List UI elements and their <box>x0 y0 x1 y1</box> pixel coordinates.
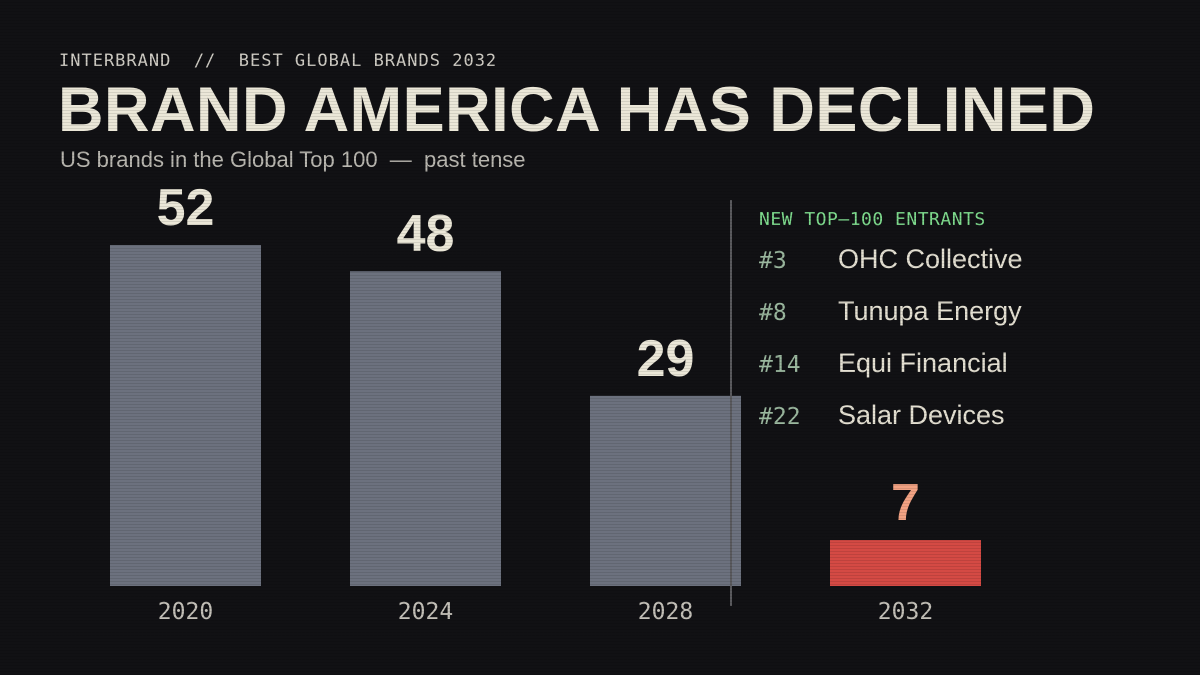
bar-2028 <box>590 395 741 586</box>
entrants-panel: NEW TOP–100 ENTRANTS #3 OHC Collective #… <box>759 209 1023 452</box>
x-tick-label: 2020 <box>158 599 213 625</box>
entrant-rank: #3 <box>759 248 787 274</box>
entrant-row: #22 Salar Devices <box>759 400 1023 452</box>
page-subtitle: US brands in the Global Top 100 — past t… <box>60 147 526 172</box>
page-title: BRAND AMERICA HAS DECLINED <box>58 75 1096 145</box>
entrant-name: Salar Devices <box>838 400 1005 430</box>
kicker: INTERBRAND // BEST GLOBAL BRANDS 2032 <box>59 51 498 71</box>
bar-value-label: 48 <box>397 205 455 263</box>
entrant-rank: #22 <box>759 404 801 430</box>
bar-2032 <box>830 540 981 586</box>
x-tick-label: 2024 <box>398 599 453 625</box>
entrant-name: Tunupa Energy <box>838 296 1022 326</box>
entrant-row: #14 Equi Financial <box>759 348 1023 400</box>
x-tick-label: 2032 <box>878 599 933 625</box>
bar-value-label: 29 <box>637 330 695 388</box>
bar-2020 <box>110 245 261 586</box>
bar-value-label: 52 <box>157 179 215 237</box>
entrants-heading: NEW TOP–100 ENTRANTS <box>759 209 986 230</box>
entrant-rank: #14 <box>759 352 801 378</box>
entrant-rank: #8 <box>759 300 787 326</box>
entrant-name: Equi Financial <box>838 348 1008 378</box>
entrant-name: OHC Collective <box>838 244 1023 274</box>
x-tick-label: 2028 <box>638 599 693 625</box>
bar-value-label: 7 <box>891 474 920 532</box>
entrant-row: #8 Tunupa Energy <box>759 296 1023 348</box>
entrant-row: #3 OHC Collective <box>759 244 1023 296</box>
bar-2024 <box>350 271 501 586</box>
